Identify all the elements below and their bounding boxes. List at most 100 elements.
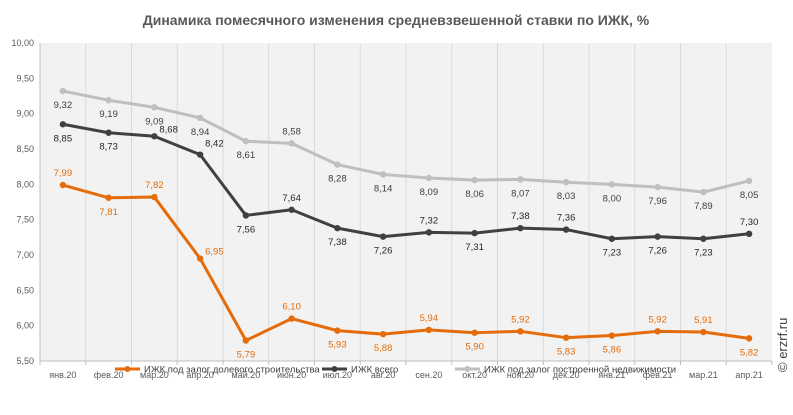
data-point bbox=[379, 330, 387, 338]
data-point bbox=[288, 206, 295, 213]
series-line bbox=[62, 122, 750, 241]
data-point bbox=[196, 114, 204, 122]
data-point bbox=[379, 233, 387, 240]
data-label: 7,82 bbox=[145, 180, 164, 191]
data-label: 7,99 bbox=[54, 168, 73, 179]
data-label: 8,85 bbox=[54, 133, 73, 144]
data-label: 7,30 bbox=[740, 217, 759, 228]
data-point bbox=[425, 174, 433, 182]
y-tick-label: 9,50 bbox=[16, 73, 34, 83]
x-tick-label: ноя.20 bbox=[507, 370, 534, 380]
data-label: 8,06 bbox=[465, 189, 484, 200]
data-point bbox=[196, 255, 204, 262]
data-point bbox=[654, 233, 661, 240]
series-line bbox=[62, 183, 750, 343]
data-label: 7,96 bbox=[648, 196, 667, 207]
data-label: 5,90 bbox=[465, 342, 484, 353]
data-label: 9,19 bbox=[99, 109, 118, 120]
data-label: 5,92 bbox=[511, 314, 530, 325]
x-tick-label: апр.21 bbox=[735, 370, 762, 380]
legend-marker bbox=[331, 366, 338, 372]
data-point bbox=[562, 179, 570, 186]
x-tick-label: мар.20 bbox=[140, 370, 169, 380]
x-tick-label: дек.20 bbox=[553, 370, 580, 380]
data-point bbox=[242, 138, 250, 145]
data-point bbox=[517, 224, 524, 232]
y-tick-label: 7,50 bbox=[16, 215, 34, 225]
data-point bbox=[517, 328, 524, 335]
x-tick-label: фев.21 bbox=[643, 370, 673, 380]
data-label: 7,23 bbox=[694, 248, 713, 259]
series-line bbox=[62, 89, 750, 194]
data-label: 5,91 bbox=[694, 315, 713, 326]
x-tick-label: фев.20 bbox=[94, 370, 124, 380]
data-label: 7,26 bbox=[648, 246, 667, 257]
data-point bbox=[425, 326, 433, 334]
data-label: 7,36 bbox=[557, 213, 576, 224]
legend-marker bbox=[124, 366, 131, 372]
data-label: 8,05 bbox=[740, 190, 759, 201]
data-point bbox=[471, 229, 478, 237]
data-point bbox=[59, 87, 67, 95]
data-point bbox=[151, 193, 158, 201]
data-point bbox=[196, 151, 204, 158]
legend-marker bbox=[464, 366, 471, 372]
data-label: 8,14 bbox=[374, 183, 393, 194]
data-point bbox=[471, 176, 478, 184]
x-tick-label: мар.21 bbox=[689, 370, 718, 380]
data-point bbox=[379, 171, 387, 178]
x-tick-label: июн.20 bbox=[277, 370, 306, 380]
data-label: 7,23 bbox=[603, 248, 622, 259]
legend-label: ИЖК под залог долевого строительства bbox=[144, 365, 320, 376]
data-label: 7,38 bbox=[511, 211, 530, 222]
data-label: 7,64 bbox=[282, 193, 301, 204]
data-label: 7,32 bbox=[420, 215, 439, 226]
data-label: 5,93 bbox=[328, 340, 347, 351]
data-label: 7,38 bbox=[328, 237, 347, 248]
data-label: 5,86 bbox=[603, 345, 622, 356]
data-point bbox=[242, 337, 250, 344]
y-tick-label: 10,00 bbox=[11, 38, 34, 48]
data-point bbox=[562, 334, 570, 341]
data-label: 7,56 bbox=[237, 224, 256, 235]
data-label: 7,89 bbox=[694, 201, 713, 212]
data-label: 6,10 bbox=[282, 302, 301, 313]
data-point bbox=[608, 235, 616, 242]
data-point bbox=[608, 181, 616, 188]
data-label: 8,00 bbox=[603, 193, 622, 204]
x-tick-label: окт.20 bbox=[462, 370, 487, 380]
data-label: 8,03 bbox=[557, 191, 576, 202]
x-tick-label: сен.20 bbox=[415, 370, 442, 380]
data-label: 5,83 bbox=[557, 347, 576, 358]
x-tick-label: авг.20 bbox=[371, 370, 395, 380]
chart-title: Динамика помесячного изменения средневзв… bbox=[143, 12, 650, 28]
data-label: 8,68 bbox=[159, 124, 178, 135]
data-label: 6,95 bbox=[205, 247, 224, 258]
data-label: 9,32 bbox=[54, 100, 73, 111]
data-point bbox=[700, 328, 707, 336]
data-point bbox=[745, 177, 753, 184]
y-tick-label: 8,50 bbox=[16, 144, 34, 154]
data-point bbox=[654, 183, 661, 191]
data-label: 5,79 bbox=[237, 350, 256, 361]
data-point bbox=[745, 335, 753, 342]
x-tick-label: янв.20 bbox=[49, 370, 76, 380]
data-label: 7,26 bbox=[374, 246, 393, 257]
y-tick-label: 6,50 bbox=[16, 285, 34, 295]
data-point bbox=[59, 181, 67, 189]
data-point bbox=[105, 194, 112, 201]
data-label: 8,73 bbox=[99, 142, 118, 153]
data-label: 5,92 bbox=[648, 314, 667, 325]
data-label: 7,31 bbox=[465, 242, 484, 253]
data-label: 8,42 bbox=[205, 139, 224, 150]
y-tick-label: 6,00 bbox=[16, 321, 34, 331]
data-label: 7,81 bbox=[99, 207, 118, 218]
data-label: 8,07 bbox=[511, 188, 530, 199]
data-point bbox=[700, 188, 707, 196]
x-tick-label: май.20 bbox=[232, 370, 261, 380]
data-point bbox=[745, 230, 753, 237]
data-point bbox=[334, 224, 341, 232]
data-point bbox=[334, 327, 341, 334]
y-tick-label: 9,00 bbox=[16, 109, 34, 119]
